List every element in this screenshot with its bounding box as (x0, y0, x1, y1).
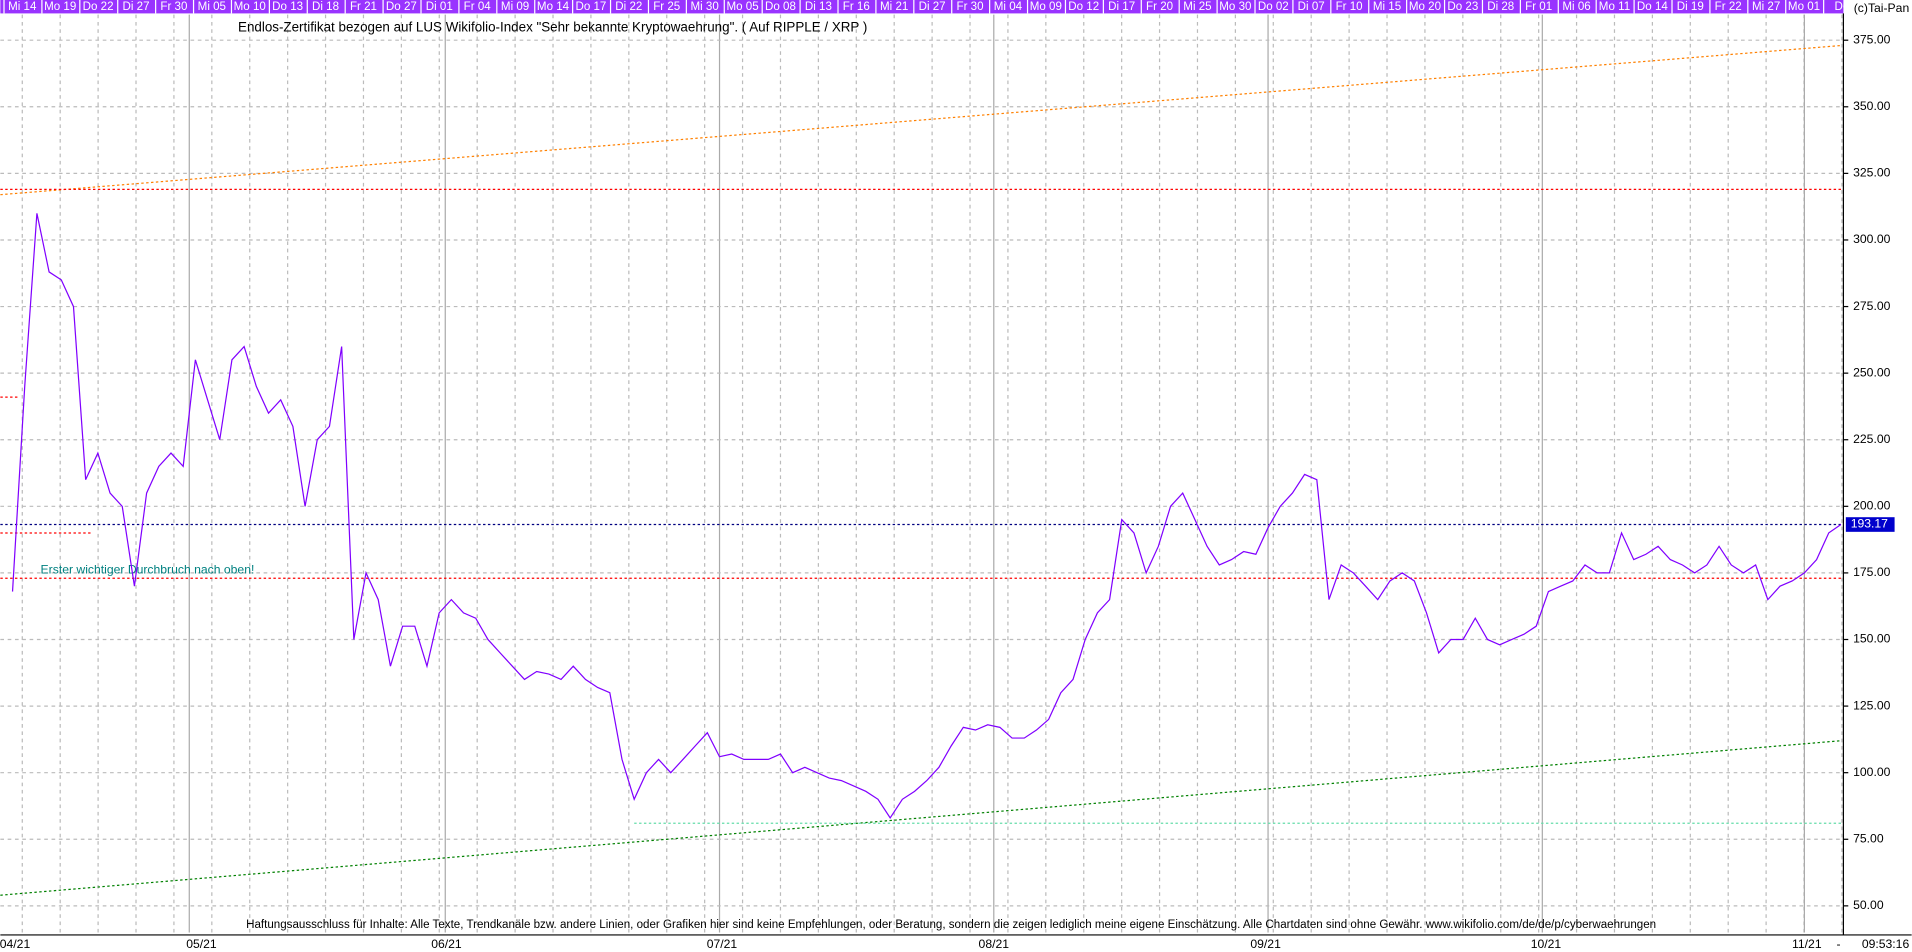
date-label: Fr 30 (957, 1, 984, 13)
y-tick-label: 125.00 (1853, 698, 1890, 712)
date-label: Mi 05 (198, 1, 226, 13)
date-label: Do 14 (1637, 1, 1668, 13)
last-value-label: 193.17 (1851, 517, 1888, 531)
trend-line (0, 44, 1842, 196)
trend-line (0, 740, 1842, 896)
y-tick-label: 300.00 (1853, 232, 1890, 246)
separator: - (1836, 937, 1840, 951)
plot: 04/21 05/21 06/21 07/21 08/21 09/21 10/21 11/21… (0, 32, 1895, 951)
date-label: Di 13 (805, 1, 832, 13)
chart-title: Endlos-Zertifikat bezogen auf LUS Wikifo… (238, 20, 867, 35)
date-label: Mo 01 (1788, 1, 1820, 13)
date-label: Do 17 (575, 1, 606, 13)
date-label: Fr 10 (1336, 1, 1363, 13)
x-tick-label: 08/21 (979, 937, 1010, 951)
date-label: Di 27 (122, 1, 149, 13)
y-tick-label: 325.00 (1853, 166, 1890, 180)
date-label: Mo 11 (1599, 1, 1630, 13)
date-label: Mi 27 (1752, 1, 1780, 13)
date-label: Mi 21 (880, 1, 908, 13)
date-label: Di 18 (312, 1, 339, 13)
date-label: Mi 14 (8, 1, 37, 13)
date-label: Do 22 (83, 1, 114, 13)
date-label: Di 28 (1487, 1, 1514, 13)
price-line (11, 213, 1842, 820)
date-label: Di 17 (1108, 1, 1135, 13)
date-labels: Mi 14 Mo 19 Do 22 Di 27 Fr 30 Mi 05 Mo 10 Do 13… (3, 0, 1850, 14)
date-label: Fr 21 (350, 1, 377, 13)
y-tick-label: 150.00 (1853, 632, 1890, 646)
date-label: Fr 25 (653, 1, 680, 13)
footer: Haftungsausschluss für Inhalte: Alle Tex… (246, 919, 1656, 931)
y-tick-label: 350.00 (1853, 99, 1890, 113)
date-label: Mo 19 (44, 1, 76, 13)
copyright: (c)Tai-Pan (1854, 1, 1909, 15)
y-tick-label: 200.00 (1853, 499, 1890, 513)
date-label: Mi 15 (1373, 1, 1401, 13)
x-tick-label: 04/21 (0, 937, 30, 951)
date-label: Do 02 (1258, 1, 1289, 13)
annotation: Erster wichtiger Durchbruch nach oben! (41, 563, 255, 577)
date-label: Do 08 (765, 1, 796, 13)
date-label: Di 19 (1677, 1, 1704, 13)
date-label: Fr 22 (1715, 1, 1742, 13)
date-label: Fr 30 (160, 1, 187, 13)
date-label: Do (1835, 1, 1850, 13)
x-tick-label: 06/21 (431, 937, 462, 951)
date-bar (0, 0, 1844, 14)
date-label: Fr 20 (1146, 1, 1173, 13)
x-tick-label: 11/21 (1792, 937, 1822, 951)
y-tick-label: 75.00 (1853, 831, 1884, 845)
date-label: Do 12 (1068, 1, 1099, 13)
date-label: Mi 30 (690, 1, 718, 13)
date-label: Do 23 (1447, 1, 1478, 13)
y-tick-label: 100.00 (1853, 765, 1890, 779)
date-label: Mi 09 (501, 1, 529, 13)
date-label: Fr 01 (1525, 1, 1552, 13)
y-tick-label: 250.00 (1853, 365, 1890, 379)
last-value-box (1845, 517, 1895, 532)
date-label: Mi 25 (1183, 1, 1211, 13)
y-tick-label: 50.00 (1853, 898, 1884, 912)
y-tick-label: 225.00 (1853, 432, 1890, 446)
date-label: Mo 10 (234, 1, 266, 13)
date-label: Di 07 (1298, 1, 1325, 13)
time: 09:53:16 (1862, 937, 1910, 951)
x-tick-label: 05/21 (186, 937, 217, 951)
date-label: Di 22 (615, 1, 642, 13)
y-tick-label: 175.00 (1853, 565, 1890, 579)
date-label: Mi 04 (994, 1, 1023, 13)
date-label: Fr 16 (843, 1, 870, 13)
date-label: Mi 06 (1562, 1, 1590, 13)
date-label: Fr 04 (464, 1, 492, 13)
x-tick-label: 09/21 (1250, 937, 1281, 951)
date-label: Mo 09 (1030, 1, 1062, 13)
date-label: Mo 14 (537, 1, 570, 13)
date-label: Mo 20 (1409, 1, 1441, 13)
x-tick-label: 10/21 (1531, 937, 1562, 951)
y-tick-label: 375.00 (1853, 32, 1890, 46)
grid (0, 14, 1844, 933)
date-label: Di 01 (426, 1, 453, 13)
date-label: Di 27 (919, 1, 946, 13)
date-label: Do 27 (386, 1, 417, 13)
y-tick-label: 275.00 (1853, 299, 1890, 313)
x-tick-label: 07/21 (707, 937, 738, 951)
date-label: Mo 30 (1219, 1, 1251, 13)
date-label: Mo 05 (726, 1, 758, 13)
date-label: Do 13 (272, 1, 303, 13)
